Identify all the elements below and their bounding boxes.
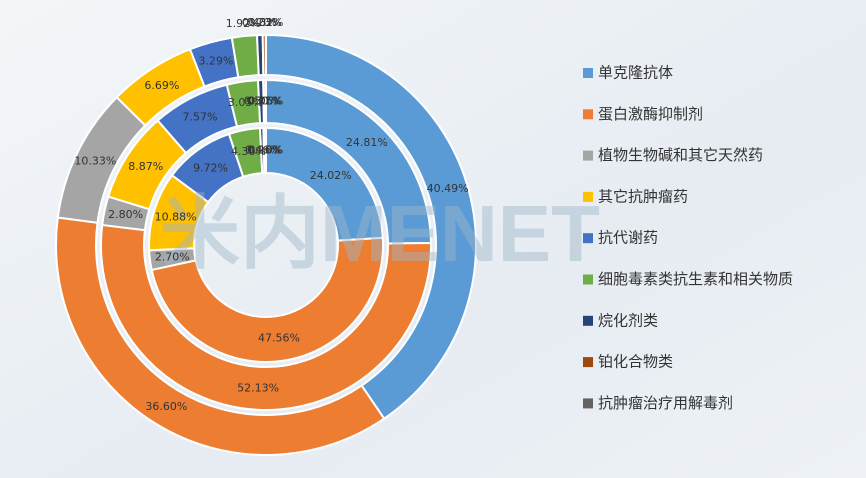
value-label: 1.92% bbox=[226, 17, 261, 30]
labels: 24.02%47.56%2.70%10.88%9.72%4.30%0.46%0.… bbox=[74, 16, 468, 413]
value-label: 0.21% bbox=[247, 95, 282, 108]
value-label: 0.23% bbox=[247, 16, 282, 29]
value-label: 24.02% bbox=[310, 169, 352, 182]
legend-swatch bbox=[583, 398, 593, 409]
legend-swatch bbox=[583, 191, 593, 202]
value-label: 40.49% bbox=[427, 182, 469, 195]
legend-label: 抗肿瘤治疗用解毒剂 bbox=[598, 394, 733, 412]
legend-label: 烷化剂类 bbox=[598, 311, 658, 329]
value-label: 0.02% bbox=[248, 16, 283, 29]
value-label: 4.30% bbox=[231, 145, 266, 158]
value-label: 36.60% bbox=[145, 400, 187, 413]
value-label: 3.29% bbox=[198, 55, 233, 68]
value-label: 0.26% bbox=[247, 144, 282, 157]
ring-segment bbox=[100, 223, 432, 411]
value-label: 0.46% bbox=[245, 144, 280, 157]
value-label: 0.10% bbox=[248, 144, 283, 157]
legend-label: 抗代谢药 bbox=[598, 229, 658, 247]
legend-label: 铂化合物类 bbox=[598, 353, 673, 371]
rings bbox=[55, 33, 477, 456]
value-label: 0.06% bbox=[248, 95, 283, 108]
legend-swatch bbox=[583, 68, 593, 78]
value-label: 9.72% bbox=[193, 161, 228, 174]
value-label: 10.88% bbox=[155, 210, 197, 223]
ring-segment bbox=[150, 236, 384, 363]
ring-segment bbox=[264, 126, 267, 175]
value-label: 8.87% bbox=[128, 160, 163, 173]
legend-swatch bbox=[583, 109, 593, 120]
value-label: 47.56% bbox=[258, 332, 300, 345]
value-label: 7.57% bbox=[183, 111, 218, 124]
legend-label: 其它抗肿瘤药 bbox=[598, 187, 688, 205]
value-label: 6.69% bbox=[144, 79, 179, 92]
legend-label: 细胞毒素类抗生素和相关物质 bbox=[598, 270, 793, 288]
value-label: 2.80% bbox=[108, 208, 143, 221]
watermark: 米内MENET bbox=[160, 189, 600, 278]
value-label: 24.81% bbox=[346, 136, 388, 149]
ring-segment bbox=[265, 33, 477, 421]
legend: 单克隆抗体蛋白激酶抑制剂植物生物碱和其它天然药其它抗肿瘤药抗代谢药细胞毒素类抗生… bbox=[583, 64, 793, 412]
value-label: 2.70% bbox=[155, 250, 190, 263]
legend-label: 植物生物碱和其它天然药 bbox=[598, 146, 763, 164]
value-label: 3.05% bbox=[228, 96, 263, 109]
legend-swatch bbox=[583, 150, 593, 161]
legend-swatch bbox=[583, 357, 593, 368]
legend-swatch bbox=[583, 315, 593, 326]
legend-label: 单克隆抗体 bbox=[598, 64, 673, 82]
legend-swatch bbox=[583, 274, 593, 285]
value-label: 52.13% bbox=[237, 381, 279, 394]
legend-label: 蛋白激酶抑制剂 bbox=[598, 105, 703, 123]
value-label: 0.43% bbox=[242, 16, 277, 29]
value-label: 0.50% bbox=[244, 95, 279, 108]
legend-swatch bbox=[583, 233, 593, 244]
ring-segment bbox=[264, 78, 267, 125]
value-label: 10.33% bbox=[74, 154, 116, 167]
